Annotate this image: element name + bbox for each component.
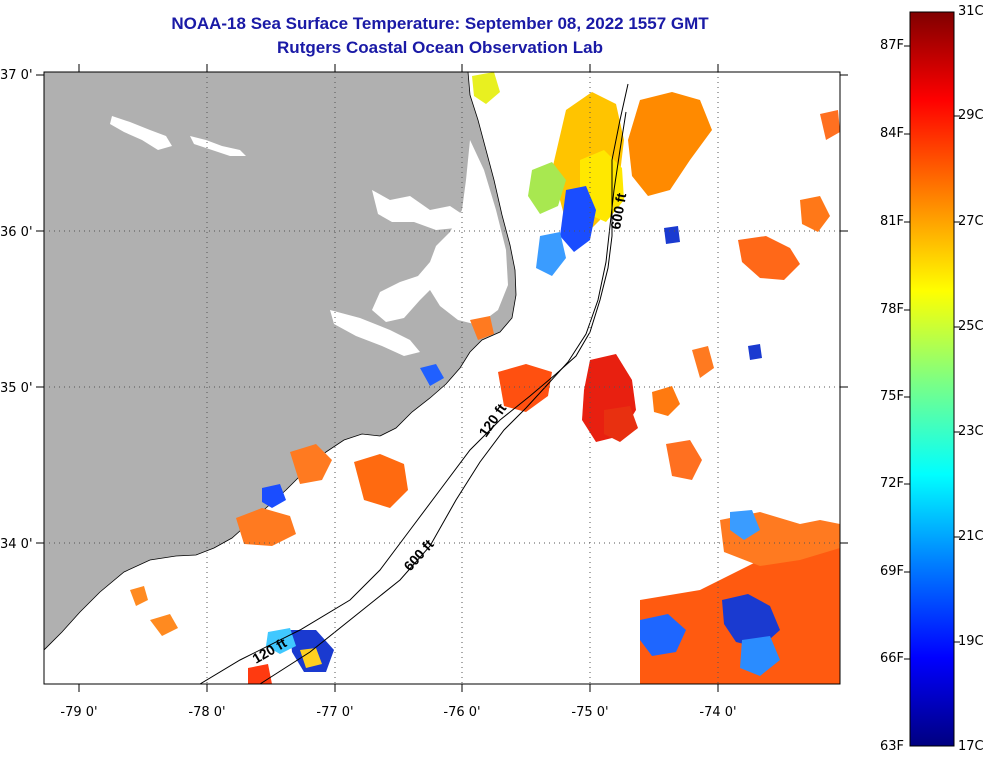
- pamlico-sound: [372, 140, 508, 325]
- colorbar-f-label: 63F: [880, 739, 905, 754]
- lat-label: 35 0': [0, 381, 33, 396]
- colorbar-c-label: 25C: [958, 319, 984, 334]
- inland-lake-2: [190, 136, 246, 156]
- colorbar-c-label: 19C: [958, 634, 984, 649]
- colorbar-f-label: 72F: [880, 476, 905, 491]
- tick-marks: [36, 64, 848, 692]
- colorbar: [909, 11, 955, 747]
- lon-label: -77 0': [316, 705, 353, 720]
- colorbar-f-label: 81F: [880, 214, 905, 229]
- albemarle-sound: [372, 190, 462, 230]
- lon-label: -78 0': [188, 705, 225, 720]
- colorbar-c-label: 27C: [958, 214, 984, 229]
- graticule: [44, 72, 840, 684]
- lat-label: 37 0': [0, 68, 33, 83]
- lon-label: -75 0': [571, 705, 608, 720]
- lat-label: 34 0': [0, 537, 33, 552]
- colorbar-ticks: [904, 45, 960, 660]
- sst-data: [130, 72, 840, 684]
- lon-label: -74 0': [699, 705, 736, 720]
- colorbar-f-label: 66F: [880, 651, 905, 666]
- colorbar-c-label: 29C: [958, 108, 984, 123]
- colorbar-f-label: 75F: [880, 389, 905, 404]
- colorbar-f-label: 78F: [880, 302, 905, 317]
- lat-label: 36 0': [0, 225, 33, 240]
- colorbar-c-label: 31C: [958, 4, 984, 19]
- map-border: [43, 71, 841, 685]
- contour-600ft: [259, 111, 627, 684]
- lon-label: -76 0': [443, 705, 480, 720]
- lon-label: -79 0': [60, 705, 97, 720]
- colorbar-f-label: 84F: [880, 126, 905, 141]
- map-subtitle: Rutgers Coastal Ocean Observation Lab: [277, 38, 603, 57]
- colorbar-c-label: 23C: [958, 424, 984, 439]
- neuse-river: [330, 310, 420, 356]
- colorbar-c-label: 17C: [958, 739, 984, 754]
- colorbar-c-label: 21C: [958, 529, 984, 544]
- inland-lake-1: [110, 116, 172, 150]
- colorbar-f-label: 69F: [880, 564, 905, 579]
- colorbar-f-label: 87F: [880, 38, 905, 53]
- map-title: NOAA-18 Sea Surface Temperature: Septemb…: [171, 14, 709, 33]
- contour-label: 600 ft: [607, 191, 629, 230]
